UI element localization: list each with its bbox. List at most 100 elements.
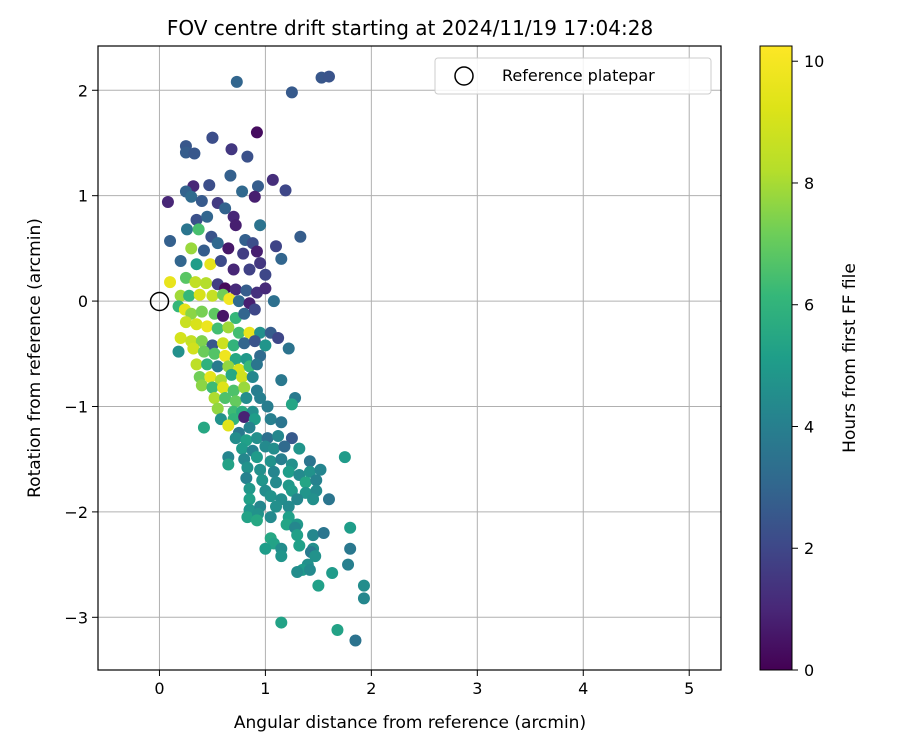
scatter-point xyxy=(189,276,202,289)
legend-marker xyxy=(454,66,474,86)
scatter-point xyxy=(267,465,280,478)
colorbar-tick-label: 2 xyxy=(804,539,814,558)
scatter-point xyxy=(243,493,256,506)
scatter-point xyxy=(211,322,224,335)
scatter-point xyxy=(241,511,254,524)
scatter-point xyxy=(206,131,219,144)
scatter-point xyxy=(206,289,219,302)
colorbar-tick-label: 4 xyxy=(804,417,814,436)
scatter-point xyxy=(279,184,292,197)
x-tick-label: 4 xyxy=(578,679,588,698)
scatter-point xyxy=(264,413,277,426)
x-tick-label: 2 xyxy=(366,679,376,698)
scatter-point xyxy=(264,455,277,468)
scatter-point xyxy=(285,432,298,445)
colorbar-tick-label: 10 xyxy=(804,52,824,71)
scatter-point xyxy=(229,395,242,408)
scatter-point xyxy=(241,461,254,474)
scatter-point xyxy=(174,289,187,302)
scatter-point xyxy=(195,335,208,348)
scatter-point xyxy=(310,474,323,487)
scatter-point xyxy=(164,235,177,247)
scatter-point xyxy=(303,455,316,468)
scatter-point xyxy=(225,143,238,156)
scatter-point xyxy=(275,616,288,629)
scatter-point xyxy=(222,419,235,432)
scatter-point xyxy=(294,230,307,243)
scatter-point xyxy=(219,392,232,405)
scatter-point xyxy=(278,440,291,453)
scatter-point xyxy=(232,326,245,339)
scatter-point xyxy=(282,500,295,513)
scatter-point xyxy=(192,223,205,236)
legend-box xyxy=(434,57,712,95)
scatter-point xyxy=(342,558,355,571)
scatter-point xyxy=(270,476,282,489)
scatter-point xyxy=(357,592,370,605)
scatter-point xyxy=(183,289,196,302)
scatter-point xyxy=(227,339,240,352)
scatter-point xyxy=(206,381,219,394)
scatter-point xyxy=(179,316,192,329)
scatter-point xyxy=(211,237,224,250)
scatter-point xyxy=(223,292,236,305)
scatter-point xyxy=(208,392,221,405)
scatter-point xyxy=(195,379,208,392)
scatter-point xyxy=(250,514,263,527)
scatter-point xyxy=(250,432,263,445)
scatter-point xyxy=(357,579,370,592)
legend-label: Reference platepar xyxy=(502,66,655,85)
scatter-point xyxy=(195,305,208,318)
scatter-point xyxy=(307,529,320,542)
scatter-point xyxy=(326,567,339,580)
scatter-point xyxy=(275,416,288,429)
x-tick-label: 1 xyxy=(260,679,270,698)
scatter-point xyxy=(200,277,213,290)
scatter-point xyxy=(344,521,357,534)
scatter-point xyxy=(264,490,277,503)
scatter-point xyxy=(291,493,304,506)
scatter-point xyxy=(275,252,288,265)
scatter-point xyxy=(248,335,261,348)
scatter-point xyxy=(250,245,263,258)
scatter-point xyxy=(267,295,280,308)
scatter-point xyxy=(232,295,245,308)
scatter-point xyxy=(222,321,235,334)
scatter-point xyxy=(201,210,214,223)
y-tick-label: −1 xyxy=(64,397,88,416)
scatter-point xyxy=(217,381,230,394)
grid xyxy=(98,46,721,670)
scatter-point xyxy=(275,453,288,466)
colorbar-label: Hours from first FF file xyxy=(840,263,860,453)
scatter-point xyxy=(236,370,249,383)
scatter-point xyxy=(349,634,362,647)
scatter-point xyxy=(193,288,206,301)
scatter-point xyxy=(259,282,272,295)
scatter-point xyxy=(293,539,306,552)
y-tick-label: −2 xyxy=(64,503,88,522)
scatter-point xyxy=(211,402,224,415)
y-tick-label: 1 xyxy=(78,187,88,206)
scatter-point xyxy=(219,349,232,362)
scatter-point xyxy=(243,421,256,434)
scatter-point xyxy=(230,75,243,88)
scatter-point xyxy=(204,258,217,271)
scatter-point xyxy=(254,219,267,232)
scatter-point xyxy=(185,242,198,255)
scatter-point xyxy=(338,451,351,464)
scatter-point xyxy=(237,247,250,260)
scatter-point xyxy=(282,342,295,355)
scatter-point xyxy=(256,474,269,487)
scatter-point xyxy=(246,370,259,383)
colorbar-tick-label: 8 xyxy=(804,174,814,193)
chart-title: FOV centre drift starting at 2024/11/19 … xyxy=(167,16,653,40)
scatter-point xyxy=(317,526,330,539)
y-tick-label: −3 xyxy=(64,608,88,627)
scatter-point xyxy=(185,190,198,203)
scatter-point xyxy=(303,563,316,576)
scatter-point xyxy=(217,309,230,322)
y-tick-label: 2 xyxy=(78,81,88,100)
scatter-point xyxy=(238,381,251,394)
scatter-point xyxy=(201,358,214,371)
